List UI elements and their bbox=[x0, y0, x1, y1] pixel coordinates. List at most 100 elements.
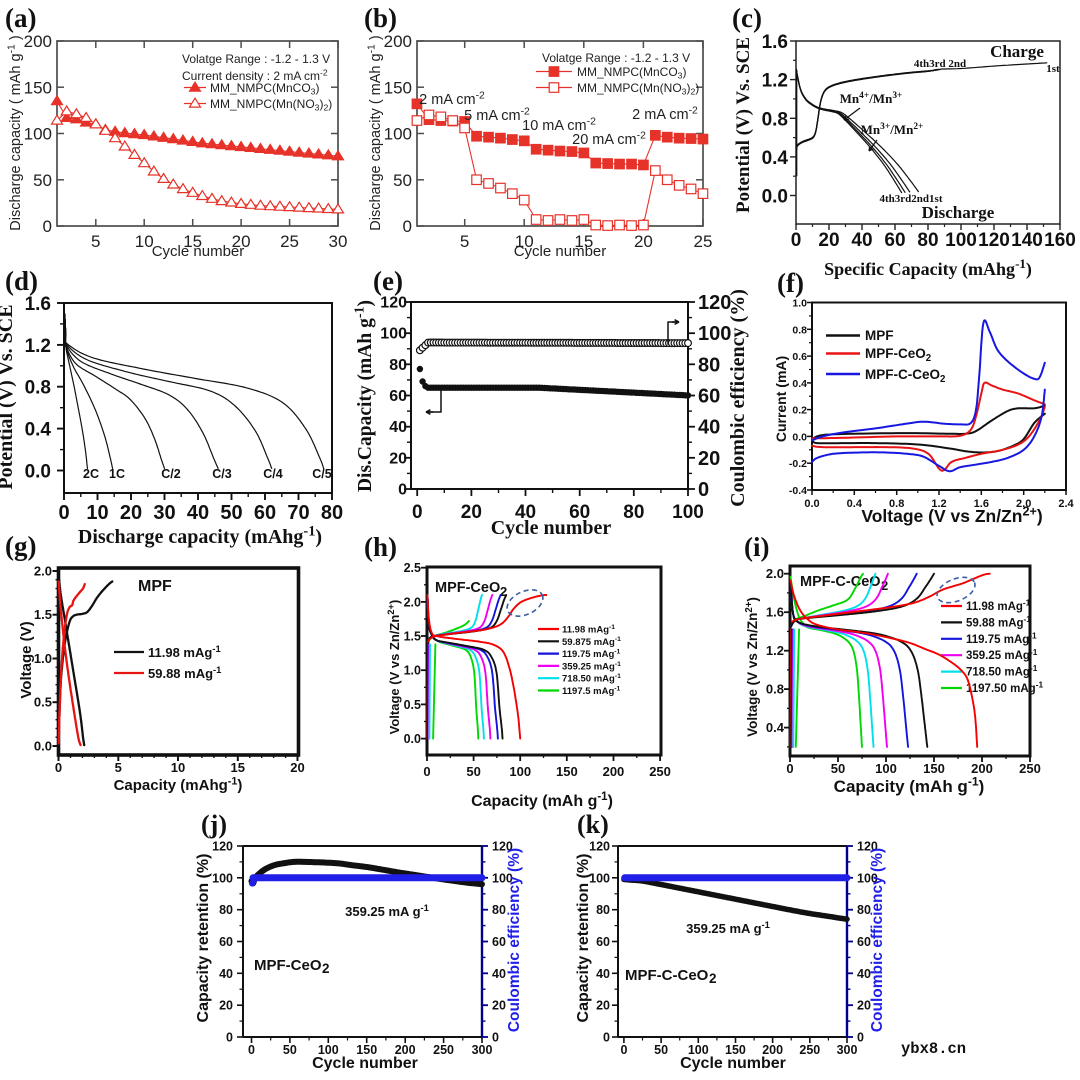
svg-text:200: 200 bbox=[24, 32, 52, 51]
svg-text:0: 0 bbox=[423, 764, 430, 779]
svg-text:0.4: 0.4 bbox=[792, 378, 807, 390]
svg-text:0.8: 0.8 bbox=[766, 682, 784, 697]
svg-text:Capacity (mAh g-1): Capacity (mAh g-1) bbox=[471, 791, 613, 810]
svg-text:40: 40 bbox=[596, 967, 610, 981]
svg-text:C/4: C/4 bbox=[263, 467, 283, 481]
svg-text:MPF-C-CeO: MPF-C-CeO bbox=[800, 574, 881, 590]
svg-text:1197.5 mAg-1: 1197.5 mAg-1 bbox=[562, 685, 621, 697]
svg-text:50: 50 bbox=[654, 1043, 668, 1057]
svg-text:120: 120 bbox=[857, 840, 878, 854]
svg-text:MPF-CeO: MPF-CeO bbox=[254, 957, 322, 974]
svg-text:0: 0 bbox=[398, 482, 407, 499]
svg-text:1.0: 1.0 bbox=[34, 651, 52, 666]
svg-text:59.88 mAg-1: 59.88 mAg-1 bbox=[966, 614, 1031, 629]
svg-text:0.4: 0.4 bbox=[762, 148, 789, 169]
svg-text:Coulombic efficiency (%): Coulombic efficiency (%) bbox=[727, 289, 749, 507]
svg-text:0.2: 0.2 bbox=[792, 405, 807, 417]
svg-text:250: 250 bbox=[1019, 761, 1041, 776]
svg-text:60: 60 bbox=[698, 386, 720, 408]
svg-text:(c): (c) bbox=[732, 3, 762, 33]
svg-text:59.88 mAg-1: 59.88 mAg-1 bbox=[148, 664, 221, 681]
svg-text:5: 5 bbox=[115, 760, 122, 775]
svg-text:4th3rd 2nd: 4th3rd 2nd bbox=[914, 58, 966, 70]
svg-text:100: 100 bbox=[380, 326, 407, 343]
svg-text:Discharge capacity ( mAh g-1 ): Discharge capacity ( mAh g-1 ) bbox=[7, 35, 25, 230]
svg-text:(e): (e) bbox=[373, 266, 403, 296]
svg-text:Potential (V) Vs. SCE: Potential (V) Vs. SCE bbox=[0, 304, 17, 489]
svg-text:0: 0 bbox=[698, 479, 709, 501]
svg-text:30: 30 bbox=[153, 502, 175, 524]
svg-text:Mn4+/Mn3+: Mn4+/Mn3+ bbox=[840, 91, 903, 106]
svg-text:119.75 mAg-1: 119.75 mAg-1 bbox=[562, 649, 621, 661]
svg-text:2.4: 2.4 bbox=[1058, 498, 1074, 510]
svg-text:C/5: C/5 bbox=[312, 467, 332, 481]
svg-text:100: 100 bbox=[698, 323, 731, 345]
svg-text:1.6: 1.6 bbox=[974, 498, 989, 510]
svg-text:10: 10 bbox=[515, 232, 534, 251]
svg-text:80: 80 bbox=[623, 502, 644, 523]
svg-text:60: 60 bbox=[219, 935, 233, 949]
svg-text:11.98 mAg-1: 11.98 mAg-1 bbox=[966, 598, 1031, 613]
svg-text:40: 40 bbox=[492, 967, 506, 981]
svg-text:Coulombic efficiency (%): Coulombic efficiency (%) bbox=[869, 848, 886, 1032]
svg-text:1.2: 1.2 bbox=[762, 71, 788, 92]
svg-text:20: 20 bbox=[857, 999, 871, 1013]
svg-text:80: 80 bbox=[389, 357, 407, 374]
svg-text:Volatge Range : -1.2 - 1.3 V: Volatge Range : -1.2 - 1.3 V bbox=[542, 51, 690, 65]
svg-text:MPF-C-CeO2: MPF-C-CeO2 bbox=[865, 367, 945, 385]
svg-text:10: 10 bbox=[86, 502, 108, 524]
svg-text:60: 60 bbox=[884, 230, 905, 251]
svg-text:50: 50 bbox=[33, 171, 52, 190]
svg-text:1.5: 1.5 bbox=[34, 607, 52, 622]
svg-text:0.0: 0.0 bbox=[792, 431, 807, 443]
svg-text:150: 150 bbox=[24, 78, 52, 97]
svg-text:100: 100 bbox=[672, 502, 704, 523]
svg-text:50: 50 bbox=[831, 761, 845, 776]
svg-text:2C: 2C bbox=[83, 467, 99, 481]
svg-text:150: 150 bbox=[384, 78, 412, 97]
svg-text:20: 20 bbox=[219, 999, 233, 1013]
svg-text:0.5: 0.5 bbox=[34, 695, 52, 710]
svg-text:120: 120 bbox=[380, 295, 407, 312]
svg-text:C/2: C/2 bbox=[161, 467, 181, 481]
svg-text:-0.4: -0.4 bbox=[789, 485, 807, 497]
svg-text:20: 20 bbox=[120, 502, 142, 524]
svg-text:20 mA cm-2: 20 mA cm-2 bbox=[572, 131, 646, 149]
svg-text:60: 60 bbox=[569, 502, 590, 523]
svg-text:(i): (i) bbox=[744, 532, 769, 562]
svg-text:80: 80 bbox=[698, 354, 720, 376]
svg-text:0: 0 bbox=[857, 1031, 864, 1045]
svg-text:100: 100 bbox=[589, 871, 610, 885]
svg-text:20: 20 bbox=[492, 999, 506, 1013]
svg-text:MM_NMPC(MnCO3): MM_NMPC(MnCO3) bbox=[210, 81, 319, 97]
svg-text:250: 250 bbox=[799, 1043, 820, 1057]
svg-text:60: 60 bbox=[596, 935, 610, 949]
svg-text:0.0: 0.0 bbox=[762, 187, 788, 208]
svg-text:359.25 mA g-1: 359.25 mA g-1 bbox=[345, 902, 429, 919]
svg-text:359.25 mA g-1: 359.25 mA g-1 bbox=[686, 919, 770, 936]
svg-text:200: 200 bbox=[603, 764, 625, 779]
svg-text:0: 0 bbox=[226, 1031, 233, 1045]
svg-text:60: 60 bbox=[492, 935, 506, 949]
svg-text:80: 80 bbox=[219, 903, 233, 917]
svg-text:2 mA cm-2: 2 mA cm-2 bbox=[632, 106, 698, 124]
svg-text:2.0: 2.0 bbox=[34, 563, 52, 578]
svg-text:70: 70 bbox=[287, 502, 309, 524]
svg-text:1197.50 mAg-1: 1197.50 mAg-1 bbox=[966, 680, 1043, 695]
svg-text:80: 80 bbox=[492, 903, 506, 917]
svg-text:15: 15 bbox=[574, 232, 593, 251]
svg-text:Potential (V) Vs. SCE: Potential (V) Vs. SCE bbox=[733, 37, 754, 213]
svg-text:Capacity retention (%): Capacity retention (%) bbox=[195, 854, 212, 1023]
svg-text:40: 40 bbox=[515, 502, 536, 523]
svg-text:80: 80 bbox=[917, 230, 938, 251]
svg-text:0: 0 bbox=[620, 1043, 627, 1057]
svg-text:2.0: 2.0 bbox=[1016, 498, 1031, 510]
svg-text:5 mA cm-2: 5 mA cm-2 bbox=[464, 107, 530, 125]
svg-text:120: 120 bbox=[978, 230, 1010, 251]
svg-text:1.6: 1.6 bbox=[766, 605, 784, 620]
svg-text:80: 80 bbox=[596, 903, 610, 917]
svg-text:60: 60 bbox=[857, 935, 871, 949]
svg-text:2.5: 2.5 bbox=[404, 561, 421, 575]
svg-text:0: 0 bbox=[43, 217, 52, 236]
svg-text:4th3rd2nd1st: 4th3rd2nd1st bbox=[880, 193, 943, 205]
